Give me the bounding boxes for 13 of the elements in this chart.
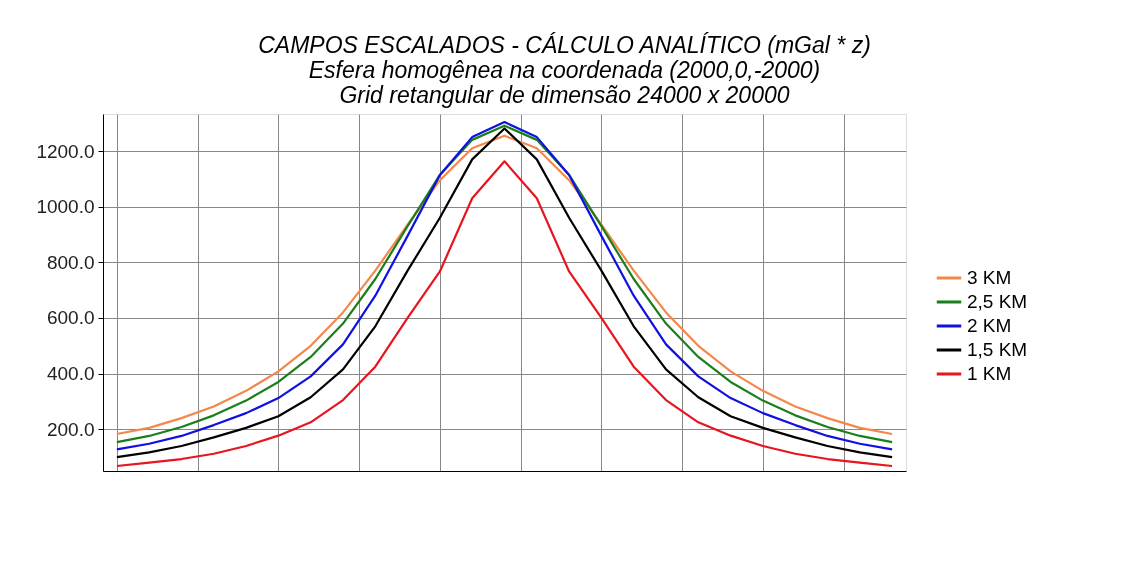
legend-label: 3 KM: [967, 267, 1012, 288]
chart-subtitle: Esfera homogênea na coordenada (2000,0,-2000) Grid retangular de dimensão 24000 x 20000: [308, 57, 821, 108]
legend-label: 2,5 KM: [967, 291, 1028, 312]
y-tick-label: 800.0: [46, 251, 95, 273]
legend-label: 1 KM: [967, 363, 1012, 384]
legend-label: 2 KM: [967, 315, 1012, 336]
y-tick-label: 200.0: [46, 418, 95, 440]
y-tick-label: 600.0: [46, 307, 95, 329]
y-tick-label: 1000.0: [36, 196, 95, 218]
legend-label: 1,5 KM: [967, 339, 1028, 360]
y-tick-label: 400.0: [46, 363, 95, 385]
chart-title: CAMPOS ESCALADOS - CÁLCULO ANALÍTICO (mGal * z): [258, 32, 871, 58]
y-tick-label: 1200.0: [36, 140, 95, 162]
